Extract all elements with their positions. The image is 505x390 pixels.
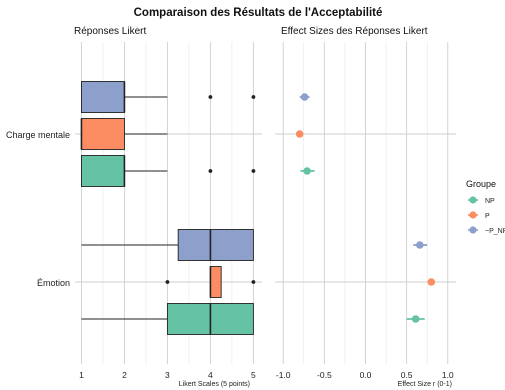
box-np-emotion xyxy=(81,303,254,335)
left-x-axis-label: Likert Scales (5 points) xyxy=(179,381,250,388)
category-label-emotion: Émotion xyxy=(37,278,70,288)
box-rect xyxy=(209,266,222,298)
left-x-tick-label: 2 xyxy=(122,370,127,380)
right-panel-title: Effect Sizes des Réponses Likert xyxy=(281,26,428,37)
legend-item-p-np: ~P_NP xyxy=(468,226,505,235)
legend-title: Groupe xyxy=(466,179,496,189)
box-p-emotion xyxy=(165,266,256,298)
effect-size-marks xyxy=(295,93,436,323)
outlier-point xyxy=(251,169,256,173)
outlier-point xyxy=(208,169,213,173)
effect-point xyxy=(411,315,420,323)
box-rect xyxy=(80,81,125,113)
legend-item-p: P xyxy=(468,211,490,220)
left-x-ticks: 1 2 3 4 5 xyxy=(79,370,256,380)
right-x-tick-label: 0.5 xyxy=(401,370,413,380)
legend-item-label: P xyxy=(485,213,490,220)
effect-np-charge-mentale xyxy=(300,167,315,175)
right-x-tick-label: 1.0 xyxy=(442,370,454,380)
effect-point xyxy=(303,167,311,175)
legend-key-point xyxy=(469,226,477,234)
left-x-tick-label: 4 xyxy=(208,370,213,380)
effect-point xyxy=(300,93,309,101)
left-panel-title: Réponses Likert xyxy=(74,26,146,37)
box-rect xyxy=(177,229,254,261)
effect-np-emotion xyxy=(406,315,425,323)
legend-item-np: NP xyxy=(468,196,495,205)
outlier-point xyxy=(251,95,256,99)
right-x-tick-label: -0.5 xyxy=(317,370,332,380)
effect-p-emotion xyxy=(427,278,436,286)
legend-item-label: ~P_NP xyxy=(485,228,505,235)
right-x-tick-label: -1.0 xyxy=(276,370,291,380)
right-x-axis-label: Effect Size r (0-1) xyxy=(398,381,452,388)
right-panel-grid xyxy=(275,42,456,364)
outlier-point xyxy=(208,95,213,99)
effect-p-np-emotion xyxy=(413,241,428,249)
legend-key-point xyxy=(469,211,477,219)
category-label-charge-mentale: Charge mentale xyxy=(6,130,70,140)
legend: Groupe NP P ~P_NP xyxy=(466,179,505,235)
figure-title: Comparaison des Résultats de l'Acceptabi… xyxy=(134,7,383,19)
right-x-tick-label: 0.0 xyxy=(360,370,372,380)
box-np-charge-mentale xyxy=(80,155,256,187)
left-x-tick-label: 1 xyxy=(79,370,84,380)
boxplot-marks xyxy=(80,81,256,335)
effect-point xyxy=(416,241,424,249)
box-rect xyxy=(80,155,125,187)
outlier-point xyxy=(165,280,170,284)
effect-point xyxy=(427,278,436,286)
legend-item-label: NP xyxy=(485,198,495,205)
box-p-charge-mentale xyxy=(80,118,168,150)
outlier-point xyxy=(251,280,256,284)
box-p-np-charge-mentale xyxy=(80,81,256,113)
effect-p-charge-mentale xyxy=(295,130,304,138)
left-x-tick-label: 3 xyxy=(165,370,170,380)
effect-p-np-charge-mentale xyxy=(299,93,310,101)
left-x-tick-label: 5 xyxy=(251,370,256,380)
right-x-ticks: -1.0 -0.5 0.0 0.5 1.0 xyxy=(276,370,454,380)
legend-key-point xyxy=(469,196,477,204)
effect-point xyxy=(295,130,304,138)
box-p-np-emotion xyxy=(81,229,254,261)
box-rect xyxy=(80,118,125,150)
